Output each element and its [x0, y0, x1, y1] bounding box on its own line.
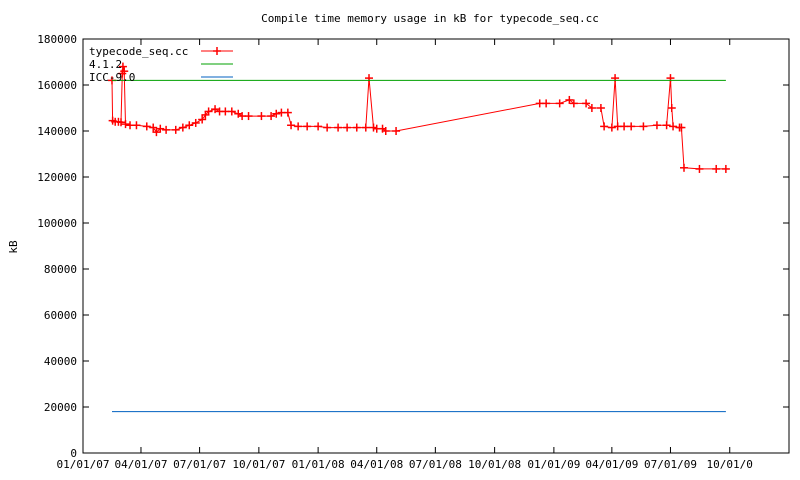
data-point	[178, 123, 187, 132]
chart-title: Compile time memory usage in kB for type…	[261, 12, 599, 25]
data-point	[582, 99, 591, 108]
data-point	[132, 121, 141, 130]
data-point	[652, 121, 661, 130]
data-point	[257, 112, 266, 121]
x-tick-label: 04/01/08	[350, 458, 403, 471]
data-point	[294, 122, 303, 131]
legend-label: 4.1.2	[89, 58, 122, 71]
data-point	[227, 107, 236, 116]
data-point	[149, 123, 158, 132]
data-point	[607, 123, 616, 132]
x-tick-label: 01/01/08	[292, 458, 345, 471]
data-point	[596, 104, 605, 112]
data-point	[323, 123, 332, 132]
x-tick-label: 04/01/09	[585, 458, 638, 471]
data-point	[118, 62, 127, 71]
data-point	[121, 120, 130, 129]
data-point	[352, 123, 361, 132]
y-tick-label: 140000	[37, 125, 77, 138]
data-point	[303, 122, 312, 131]
data-point	[620, 122, 629, 131]
x-tick-label: 10/01/0	[707, 458, 753, 471]
legend-label: typecode_seq.cc	[89, 45, 188, 58]
x-tick-label: 04/01/07	[114, 458, 167, 471]
x-tick-label: 10/01/07	[232, 458, 285, 471]
data-point	[211, 105, 220, 114]
data-point	[191, 118, 200, 127]
data-point	[244, 112, 253, 121]
data-point	[639, 122, 648, 131]
data-point	[117, 118, 126, 127]
y-tick-label: 40000	[44, 355, 77, 368]
x-tick-label: 10/01/08	[468, 458, 521, 471]
data-point	[171, 125, 180, 134]
x-tick-label: 07/01/07	[173, 458, 226, 471]
y-tick-label: 20000	[44, 401, 77, 414]
series-layer	[107, 62, 730, 413]
y-tick-label: 80000	[44, 263, 77, 276]
y-tick-label: 100000	[37, 217, 77, 230]
plot-frame	[82, 38, 790, 454]
data-point	[667, 104, 676, 112]
y-tick-label: 160000	[37, 79, 77, 92]
y-tick-label: 60000	[44, 309, 77, 322]
data-point	[555, 99, 564, 108]
data-point	[600, 122, 609, 131]
data-point	[569, 99, 578, 108]
x-tick-label: 07/01/08	[409, 458, 462, 471]
data-point	[120, 67, 129, 76]
data-point	[283, 108, 292, 117]
axis-ticks: 0 20000 40000 60000 80000 100000 120000 140000 1…	[37, 33, 789, 471]
y-tick-label: 120000	[37, 171, 77, 184]
data-point	[287, 121, 296, 130]
data-point	[721, 164, 730, 173]
x-tick-label: 01/01/09	[527, 458, 580, 471]
data-point	[204, 107, 213, 116]
data-point	[361, 123, 370, 132]
data-point	[695, 164, 704, 173]
y-tick-label: 0	[70, 447, 77, 460]
legend-label: ICC-9.0	[89, 71, 135, 84]
data-point	[712, 164, 721, 173]
data-point	[542, 99, 551, 108]
series-line	[111, 66, 726, 170]
data-point	[680, 163, 689, 172]
data-point	[381, 127, 390, 135]
data-point	[343, 123, 352, 132]
data-point	[662, 121, 671, 130]
data-point	[152, 128, 161, 137]
data-point	[627, 122, 636, 131]
data-point	[587, 104, 596, 112]
data-point	[142, 122, 151, 131]
data-point	[198, 115, 207, 124]
y-tick-label: 180000	[37, 33, 77, 46]
x-tick-label: 01/01/07	[57, 458, 110, 471]
data-point	[669, 122, 678, 131]
data-point	[565, 95, 574, 104]
data-point	[267, 112, 276, 121]
data-point	[185, 121, 194, 130]
data-point	[272, 109, 281, 118]
data-point	[162, 125, 171, 134]
data-point	[156, 124, 165, 133]
data-point	[314, 122, 323, 131]
y-axis-label: kB	[7, 240, 20, 254]
data-point	[392, 127, 401, 135]
x-tick-label: 07/01/09	[644, 458, 697, 471]
data-point	[677, 123, 686, 132]
data-point	[334, 123, 343, 132]
